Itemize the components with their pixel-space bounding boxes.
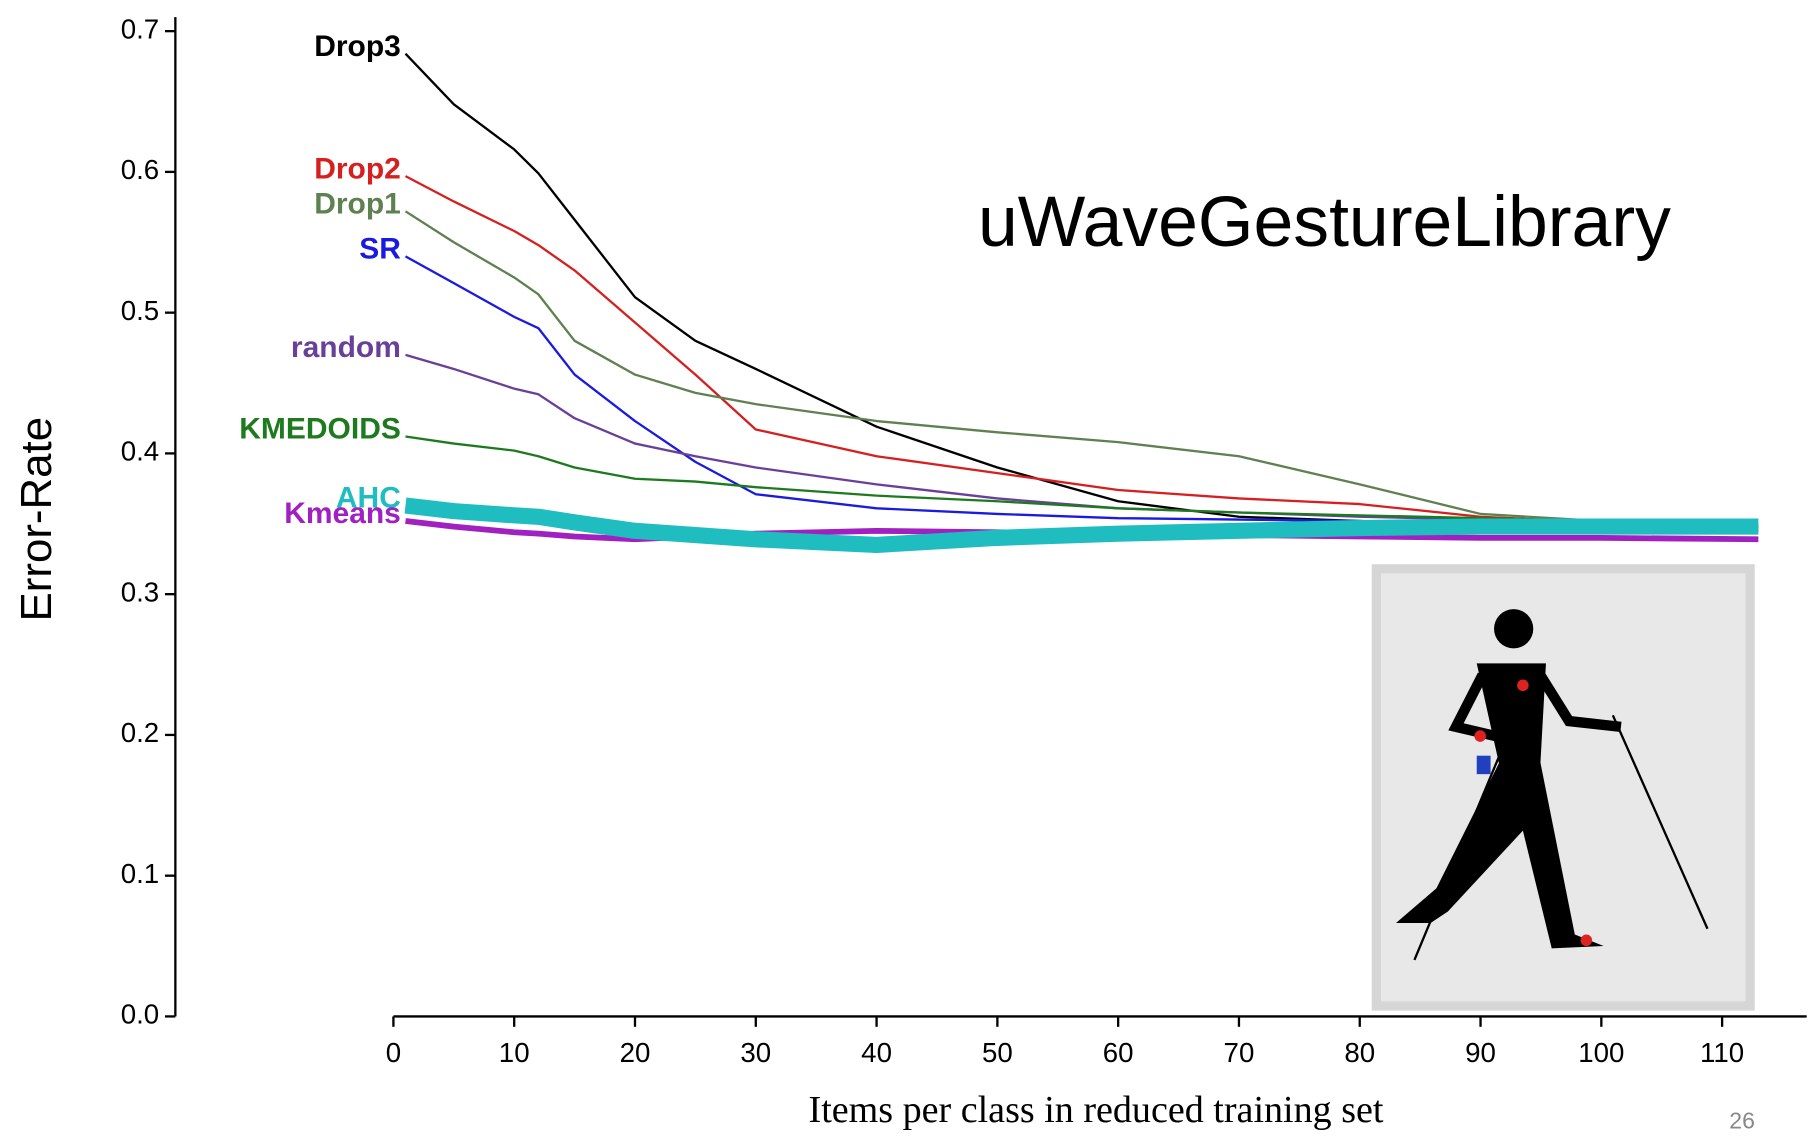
y-tick-label: 0.3 — [121, 576, 159, 607]
y-tick-label: 0.1 — [121, 858, 159, 889]
series-line — [405, 518, 1759, 543]
x-tick-label: 30 — [740, 1037, 771, 1068]
sensor — [1580, 934, 1593, 947]
series-label: KMEDOIDS — [239, 413, 401, 446]
x-tick-label: 80 — [1344, 1037, 1375, 1068]
pole — [1413, 726, 1513, 961]
y-tick-label: 0.5 — [121, 295, 159, 326]
page-number: 26 — [1729, 1108, 1755, 1134]
series-label: AHC — [336, 482, 401, 515]
x-tick-label: 90 — [1465, 1037, 1496, 1068]
y-tick-label: 0.0 — [121, 999, 159, 1030]
series-line — [404, 210, 1759, 527]
series-label: Drop1 — [314, 187, 401, 220]
figure-head — [1494, 609, 1534, 649]
sensor — [1517, 679, 1529, 692]
x-tick-label: 20 — [620, 1037, 651, 1068]
walker-picture — [1371, 564, 1755, 1011]
series-line — [404, 175, 1759, 530]
series-label: Drop2 — [314, 152, 401, 185]
series-label: random — [291, 331, 401, 364]
x-tick-label: 70 — [1224, 1037, 1255, 1068]
sensor — [1474, 730, 1486, 742]
x-tick-label: 0 — [386, 1037, 401, 1068]
series-line — [404, 497, 1759, 553]
x-tick-label: 60 — [1103, 1037, 1134, 1068]
y-tick-label: 0.2 — [121, 717, 159, 748]
y-axis-title: Error-Rate — [12, 417, 61, 622]
x-tick-label: 50 — [982, 1037, 1013, 1068]
x-tick-label: 10 — [499, 1037, 530, 1068]
series-line — [405, 353, 1759, 527]
x-tick-label: 100 — [1578, 1037, 1624, 1068]
x-tick-label: 40 — [861, 1037, 892, 1068]
x-tick-label: 110 — [1700, 1037, 1744, 1068]
y-tick-label: 0.6 — [121, 154, 159, 185]
figure-torso — [1476, 663, 1546, 768]
series-label: Drop3 — [314, 30, 401, 63]
figure-arm — [1535, 672, 1622, 733]
series-line — [405, 435, 1759, 527]
y-tick-label: 0.7 — [121, 13, 159, 44]
x-axis-title: Items per class in reduced training set — [809, 1089, 1384, 1131]
figure-arm — [1448, 672, 1507, 744]
pole — [1611, 714, 1709, 930]
figure-legs — [1395, 761, 1604, 949]
series-label: Kmeans — [284, 497, 401, 530]
sensor-device — [1476, 755, 1491, 775]
series-label: SR — [359, 233, 401, 266]
y-tick-label: 0.4 — [121, 436, 159, 467]
series-line — [404, 52, 1759, 532]
chart-title: uWaveGestureLibrary — [978, 182, 1671, 262]
